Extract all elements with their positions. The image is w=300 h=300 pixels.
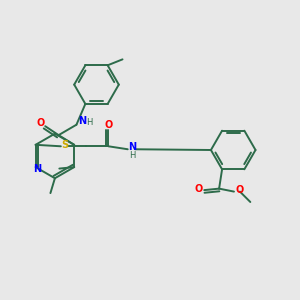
- Text: O: O: [104, 120, 112, 130]
- Text: N: N: [128, 142, 136, 152]
- Text: N: N: [78, 116, 86, 126]
- Text: H: H: [129, 151, 135, 160]
- Text: H: H: [86, 118, 92, 127]
- Text: O: O: [195, 184, 203, 194]
- Text: O: O: [235, 185, 243, 195]
- Text: S: S: [61, 140, 68, 150]
- Text: N: N: [33, 164, 41, 175]
- Text: O: O: [37, 118, 45, 128]
